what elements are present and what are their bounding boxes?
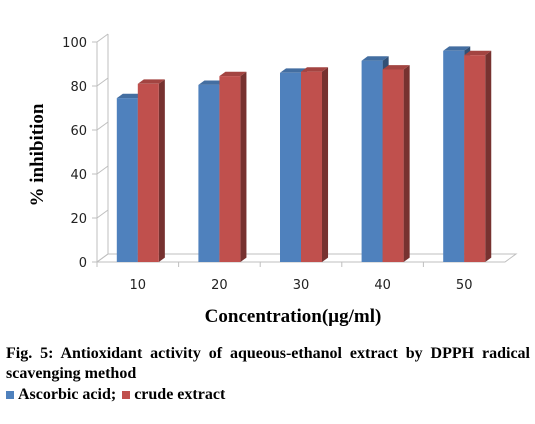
y-axis-label: % inhibition [27,103,48,206]
x-tick-label: 20 [211,278,228,293]
y-tick-label: 80 [70,80,87,95]
legend-swatch-blue [6,391,14,399]
legend-label: crude extract [134,386,226,403]
legend-swatch-red [122,391,131,399]
bar-top-face [443,46,471,51]
bar-front-face [280,72,301,262]
y-tick-label: 20 [70,212,87,227]
bar-front-face [361,60,383,263]
bar-front-face [382,69,404,262]
bar-front-face [116,98,138,262]
bar-front-face [464,55,486,263]
x-axis-label: Concentration(µg/ml) [205,306,382,327]
bar-top-face [116,93,144,99]
legend: Ascorbic acid; crude extract [6,386,225,404]
bar-side-face [240,71,247,262]
bar-front-face [301,71,322,262]
bar-crude-extract-10 [137,79,165,263]
chart-bars [116,46,492,263]
bar-side-face [322,67,329,262]
bar-top-face [464,50,492,56]
bar-front-face [443,50,465,262]
legend-item-ascorbic-acid: Ascorbic acid; [6,386,116,404]
bar-front-face [219,76,241,262]
bar-top-face [198,80,226,85]
y-tick-label: 0 [79,256,87,271]
bar-front-face [137,83,159,262]
bar-top-face [280,68,308,73]
bar-top-face [301,67,329,72]
y-tick-diagonal [96,121,109,131]
bar-chart: 0 20 40 60 80 100 10 20 30 40 50 % inhibition Con… [27,33,518,327]
bar-crude-extract-50 [464,50,492,263]
y-tick-label: 100 [62,36,87,51]
bar-top-face [137,79,165,84]
y-tick-diagonal [96,253,109,263]
x-tick-label: 30 [293,278,310,293]
y-tick-label: 60 [70,124,87,139]
bar-front-face [198,84,220,263]
bar-crude-extract-30 [301,67,329,262]
bar-top-face [361,56,389,61]
bar-crude-extract-20 [219,71,247,262]
x-tick-labels: 10 20 30 40 50 [130,278,473,293]
bar-side-face [403,65,410,262]
bar-top-face [382,65,410,70]
bar-crude-extract-40 [382,65,410,262]
legend-label: Ascorbic acid; [18,386,117,403]
bar-side-face [485,50,492,262]
x-tick-label: 50 [456,278,473,293]
y-tick-diagonal [96,165,109,175]
y-tick-diagonal [96,209,109,219]
y-tick-diagonal [96,77,109,87]
y-tick-label: 40 [70,168,87,183]
y-tick-labels: 0 20 40 60 80 100 [62,36,87,271]
figure-caption: Fig. 5: Antioxidant activity of aqueous-… [6,345,530,382]
bar-top-face [219,71,247,77]
legend-item-crude-extract: crude extract [122,386,225,404]
x-tick-label: 10 [130,278,147,293]
bar-side-face [158,79,165,263]
y-tick-diagonal [96,33,109,43]
x-tick-label: 40 [374,278,391,293]
